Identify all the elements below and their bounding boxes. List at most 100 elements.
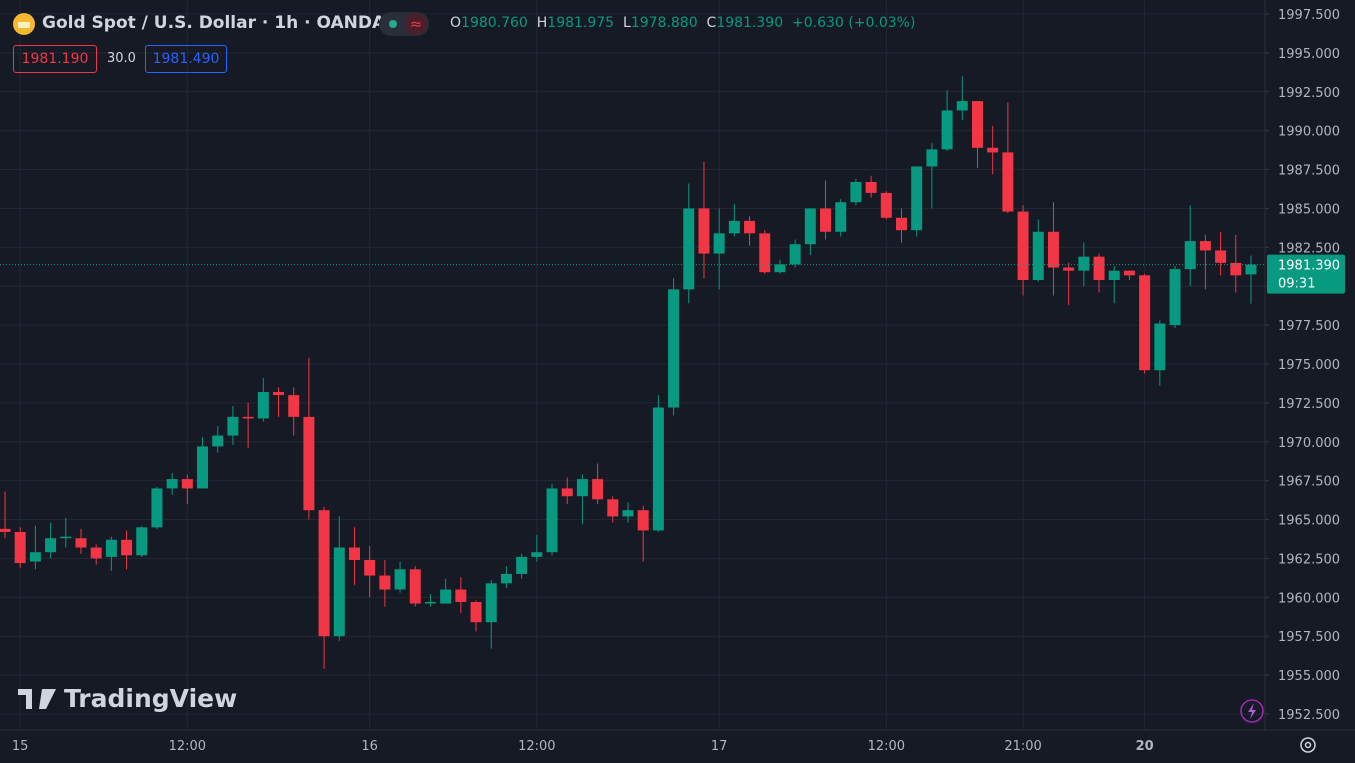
y-tick-label: 1992.500: [1278, 86, 1340, 101]
candle-body: [789, 244, 801, 265]
candle-body: [455, 589, 467, 602]
legend-key: O: [450, 15, 462, 31]
candle-body: [90, 547, 102, 559]
candle-body: [592, 479, 604, 500]
y-tick-label: 1970.000: [1278, 436, 1340, 451]
y-tick-label: 1962.500: [1278, 552, 1340, 567]
candle-body: [0, 528, 11, 532]
candle-body: [1139, 275, 1151, 371]
candle-body: [485, 583, 497, 623]
y-tick-label: 1952.500: [1278, 708, 1340, 723]
last-price-badge: [1267, 254, 1345, 294]
candle-body: [136, 527, 148, 556]
candle-body: [1032, 231, 1044, 280]
x-tick-label: 12:00: [868, 739, 905, 754]
legend-value: 1981.390: [716, 15, 784, 31]
y-tick-label: 1995.000: [1278, 47, 1340, 62]
buy-button[interactable]: 1981.490: [145, 45, 227, 73]
candle-body: [1063, 267, 1075, 271]
candle-body: [242, 416, 254, 419]
candle-body: [576, 479, 588, 497]
candle-body: [273, 391, 285, 396]
candle-body: [637, 510, 649, 531]
watermark-logo: [18, 689, 56, 709]
candle-body: [896, 217, 908, 231]
y-tick-label: 1955.000: [1278, 669, 1340, 684]
candle-body: [546, 488, 558, 553]
y-tick-label: 1987.500: [1278, 164, 1340, 179]
candle-body: [880, 192, 892, 218]
candle-body: [14, 531, 26, 564]
y-tick-label: 1985.000: [1278, 202, 1340, 217]
candle-body: [911, 166, 923, 231]
candle-body: [607, 499, 619, 517]
legend-key: C: [706, 15, 717, 31]
candle-body: [424, 601, 436, 604]
status-pill[interactable]: ≈: [379, 12, 429, 36]
last-price-label: 1981.390: [1278, 259, 1340, 274]
candle-body: [835, 202, 847, 232]
symbol-title[interactable]: Gold Spot / U.S. Dollar · 1h · OANDA: [42, 13, 386, 33]
candle-body: [121, 539, 133, 556]
candle-body: [926, 149, 938, 167]
y-tick-label: 1957.500: [1278, 630, 1340, 645]
candle-body: [440, 589, 452, 604]
x-tick-label: 12:00: [169, 739, 206, 754]
header: Gold Spot / U.S. Dollar · 1h · OANDA ≈ O…: [0, 0, 1260, 73]
candle-body: [683, 208, 695, 290]
spread: 30.0: [107, 51, 136, 66]
candle-body: [561, 488, 573, 497]
candle-body: [698, 208, 710, 254]
candle-body: [1245, 264, 1257, 275]
y-tick-label: 1982.500: [1278, 241, 1340, 256]
candle-body: [1017, 211, 1029, 280]
candle-body: [1230, 262, 1242, 276]
candle-body: [45, 538, 57, 553]
y-tick-label: 1972.500: [1278, 397, 1340, 412]
candle-body: [1047, 231, 1059, 268]
candle-body: [759, 233, 771, 273]
x-tick-label: 15: [12, 739, 29, 754]
watermark: TradingView: [64, 684, 238, 713]
candle-body: [379, 575, 391, 590]
legend-key: L: [623, 15, 631, 31]
candle-body: [516, 556, 528, 574]
candle-body: [181, 479, 193, 489]
candle-body: [1199, 241, 1211, 251]
symbol-icon: [13, 13, 35, 35]
legend-key: H: [536, 15, 548, 31]
y-tick-label: 1997.500: [1278, 8, 1340, 23]
candle-body: [1093, 256, 1105, 280]
candle-body: [1123, 270, 1135, 276]
candle-body: [728, 220, 740, 234]
y-tick-label: 1990.000: [1278, 125, 1340, 140]
x-tick-label: 20: [1136, 739, 1154, 754]
candle-body: [1215, 250, 1227, 263]
candle-body: [1154, 323, 1166, 371]
legend-value: 1981.975: [547, 15, 615, 31]
candle-body: [257, 391, 269, 419]
countdown-label: 09:31: [1278, 277, 1315, 292]
y-tick-label: 1977.500: [1278, 319, 1340, 334]
y-tick-label: 1965.000: [1278, 514, 1340, 529]
candle-body: [166, 479, 178, 489]
candle-body: [348, 547, 360, 560]
candle-body: [364, 559, 376, 576]
candle-body: [75, 538, 87, 548]
candle-body: [105, 539, 117, 557]
legend-value: 1980.760: [461, 15, 528, 31]
candle-body: [409, 569, 421, 604]
sell-button[interactable]: 1981.190: [13, 45, 97, 73]
candle-body: [956, 101, 968, 111]
legend-value: 1978.880: [630, 15, 698, 31]
x-tick-label: 21:00: [1004, 739, 1041, 754]
candle-body: [394, 569, 406, 590]
candle-body: [1184, 241, 1196, 270]
candle-body: [987, 147, 999, 153]
candle-body: [774, 264, 786, 273]
candle-body: [212, 435, 224, 447]
candle-body: [197, 446, 209, 489]
y-tick-label: 1975.000: [1278, 358, 1340, 373]
candle-body: [303, 416, 315, 511]
